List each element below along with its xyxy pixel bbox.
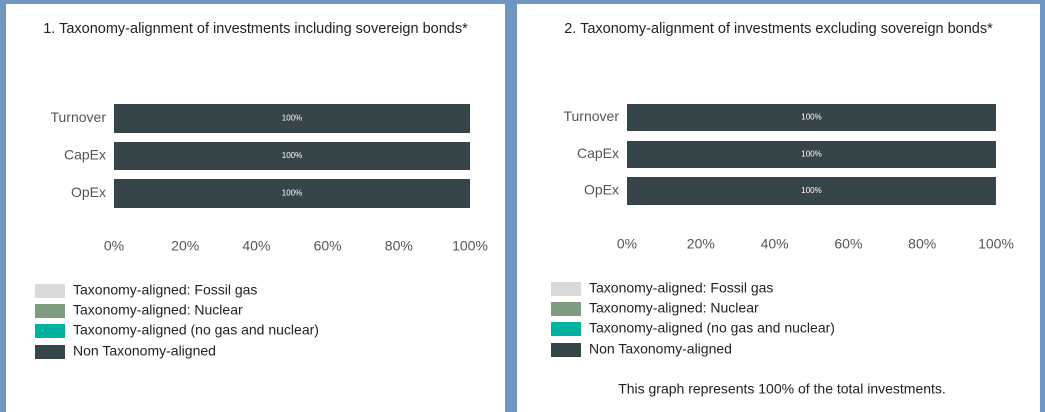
legend-label: Taxonomy-aligned: Nuclear — [73, 302, 243, 318]
x-tick-label: 80% — [385, 238, 413, 254]
legend-label: Non Taxonomy-aligned — [73, 343, 216, 359]
x-tick-label: 100% — [452, 238, 488, 254]
bar-segment — [114, 104, 470, 133]
bar-segment — [114, 179, 470, 208]
legend-label: Taxonomy-aligned (no gas and nuclear) — [73, 322, 319, 338]
bar-segment — [627, 177, 996, 205]
x-tick-label: 40% — [242, 238, 270, 254]
legend-swatch — [551, 282, 581, 296]
chart-panel: 1. Taxonomy-alignment of investments inc… — [6, 4, 505, 412]
value-label: 100% — [801, 186, 821, 195]
value-label: 100% — [801, 113, 821, 122]
legend-label: Taxonomy-aligned: Fossil gas — [73, 282, 257, 298]
legend-swatch — [35, 284, 65, 298]
bar-segment — [627, 141, 996, 168]
y-tick-label: CapEx — [577, 145, 619, 161]
bar-segment — [627, 104, 996, 131]
legend-swatch — [551, 302, 581, 316]
legend-swatch — [551, 322, 581, 336]
x-tick-label: 40% — [761, 236, 789, 252]
value-label: 100% — [282, 189, 302, 198]
chart: 0% 20% 40% 60% 80% 100% Turnover 100% CapEx 100% O… — [35, 104, 488, 359]
chart: 0% 20% 40% 60% 80% 100% Turnover 100% CapEx 100% O… — [551, 104, 1014, 397]
legend-label: Taxonomy-aligned: Nuclear — [589, 300, 759, 316]
x-tick-label: 0% — [617, 236, 637, 252]
legend-swatch — [35, 324, 65, 338]
y-tick-label: OpEx — [584, 182, 619, 198]
x-tick-label: 20% — [171, 238, 199, 254]
value-label: 100% — [282, 114, 302, 123]
chart-panel: 2. Taxonomy-alignment of investments exc… — [517, 4, 1040, 412]
y-tick-label: OpEx — [71, 184, 106, 200]
chart-title: 2. Taxonomy-alignment of investments exc… — [564, 21, 993, 37]
note: This graph represents 100% of the total … — [618, 381, 946, 397]
legend-label: Taxonomy-aligned: Fossil gas — [589, 280, 773, 296]
value-label: 100% — [282, 151, 302, 160]
x-tick-label: 100% — [978, 236, 1014, 252]
x-tick-label: 20% — [687, 236, 715, 252]
y-tick-label: Turnover — [50, 109, 106, 125]
legend-swatch — [35, 345, 65, 359]
x-tick-label: 80% — [908, 236, 936, 252]
x-tick-label: 0% — [104, 238, 124, 254]
y-tick-label: Turnover — [563, 108, 619, 124]
y-tick-label: CapEx — [64, 147, 106, 163]
x-tick-label: 60% — [834, 236, 862, 252]
legend-label: Taxonomy-aligned (no gas and nuclear) — [589, 320, 835, 336]
legend-label: Non Taxonomy-aligned — [589, 341, 732, 357]
chart-title: 1. Taxonomy-alignment of investments inc… — [43, 21, 468, 37]
legend-swatch — [551, 343, 581, 357]
bar-segment — [114, 142, 470, 170]
value-label: 100% — [801, 150, 821, 159]
x-tick-label: 60% — [314, 238, 342, 254]
legend-swatch — [35, 304, 65, 318]
